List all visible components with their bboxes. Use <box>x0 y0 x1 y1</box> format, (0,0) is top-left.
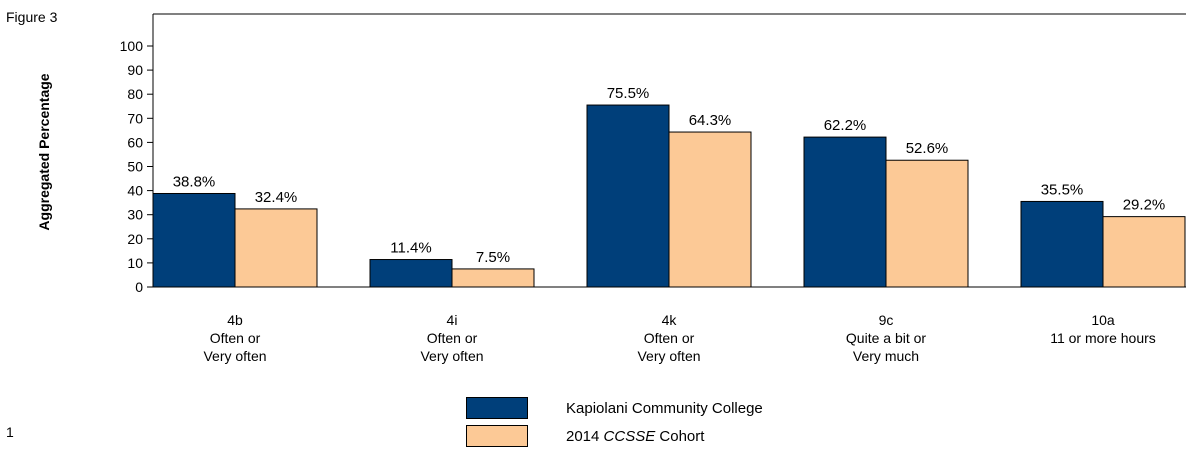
bar-value-labels: 38.8% 32.4% 11.4% 7.5% 75.5% 64.3% 62.2% 52.6% 3… <box>173 85 1166 266</box>
category-description-label: Very often <box>420 348 483 364</box>
legend-label-cohort-suffix: Cohort <box>655 427 705 445</box>
figure-label: Figure 3 <box>6 9 58 25</box>
bar-value-label: 11.4% <box>390 240 431 257</box>
y-axis-label: Aggregated Percentage <box>36 73 52 230</box>
y-tick-label: 30 <box>127 207 143 223</box>
y-tick-label: 40 <box>127 183 143 199</box>
category-description-label: Often or <box>210 330 261 346</box>
legend-label-cohort-italic: CCSSE <box>603 427 656 445</box>
category-description-label: Very much <box>853 348 919 364</box>
legend-label-cohort-prefix: 2014 <box>566 427 604 445</box>
bar-value-label: 35.5% <box>1041 181 1084 198</box>
bar-value-label: 7.5% <box>476 249 510 266</box>
y-tick-label: 70 <box>127 110 143 126</box>
bar <box>586 104 670 288</box>
legend-swatch-cohort <box>466 425 528 447</box>
category-description-label: Very often <box>203 348 266 364</box>
y-tick-label: 90 <box>127 62 143 78</box>
bar-value-label: 32.4% <box>255 189 298 206</box>
bar <box>152 192 236 288</box>
category-description-label: 11 or more hours <box>1050 330 1156 346</box>
bar <box>668 131 752 288</box>
legend: Kapiolani Community College 2014 CCSSE C… <box>466 394 763 450</box>
bar <box>369 259 453 288</box>
category-description-label: Often or <box>427 330 478 346</box>
category-description-label: Quite a bit or <box>846 330 926 346</box>
legend-label-kapiolani: Kapiolani Community College <box>566 399 763 417</box>
bar <box>451 268 535 288</box>
y-tick-label: 0 <box>135 279 143 295</box>
bar <box>1102 216 1186 288</box>
category-code-label: 10a <box>1091 312 1115 328</box>
legend-swatch-kapiolani <box>466 397 528 419</box>
bar-value-label: 38.8% <box>173 173 216 190</box>
y-tick-label: 20 <box>127 231 143 247</box>
y-tick-label: 80 <box>127 86 143 102</box>
y-tick-label: 100 <box>120 38 144 54</box>
legend-label-cohort: 2014 CCSSE Cohort <box>566 428 704 445</box>
page-number: 1 <box>6 424 14 440</box>
bar <box>1020 200 1104 288</box>
category-code-label: 4b <box>227 312 243 328</box>
category-code-label: 4i <box>447 312 458 328</box>
y-tick-label: 50 <box>127 159 143 175</box>
category-code-label: 4k <box>662 312 678 328</box>
category-description-label: Very often <box>637 348 700 364</box>
bar <box>885 159 969 288</box>
bar-value-label: 29.2% <box>1123 197 1166 214</box>
bar-chart: 0 10 20 30 40 50 60 70 80 90 100 38.8% 32.4% 11.4% 7.… <box>36 13 1186 364</box>
category-code-label: 9c <box>879 312 894 328</box>
axes: 0 10 20 30 40 50 60 70 80 90 100 <box>120 13 1186 295</box>
bar-value-label: 52.6% <box>906 140 949 157</box>
bar-value-label: 75.5% <box>607 85 650 102</box>
bars <box>152 104 1186 288</box>
legend-item-cohort: 2014 CCSSE Cohort <box>466 422 763 450</box>
bar-value-label: 62.2% <box>824 117 867 134</box>
legend-item-kapiolani: Kapiolani Community College <box>466 394 763 422</box>
y-tick-label: 60 <box>127 134 143 150</box>
y-tick-label: 10 <box>127 255 143 271</box>
bar <box>234 208 318 288</box>
bar <box>803 136 887 288</box>
category-description-label: Often or <box>644 330 695 346</box>
category-labels: 4b Often or Very often 4i Often or Very often… <box>203 312 1155 364</box>
bar-value-label: 64.3% <box>689 112 732 129</box>
